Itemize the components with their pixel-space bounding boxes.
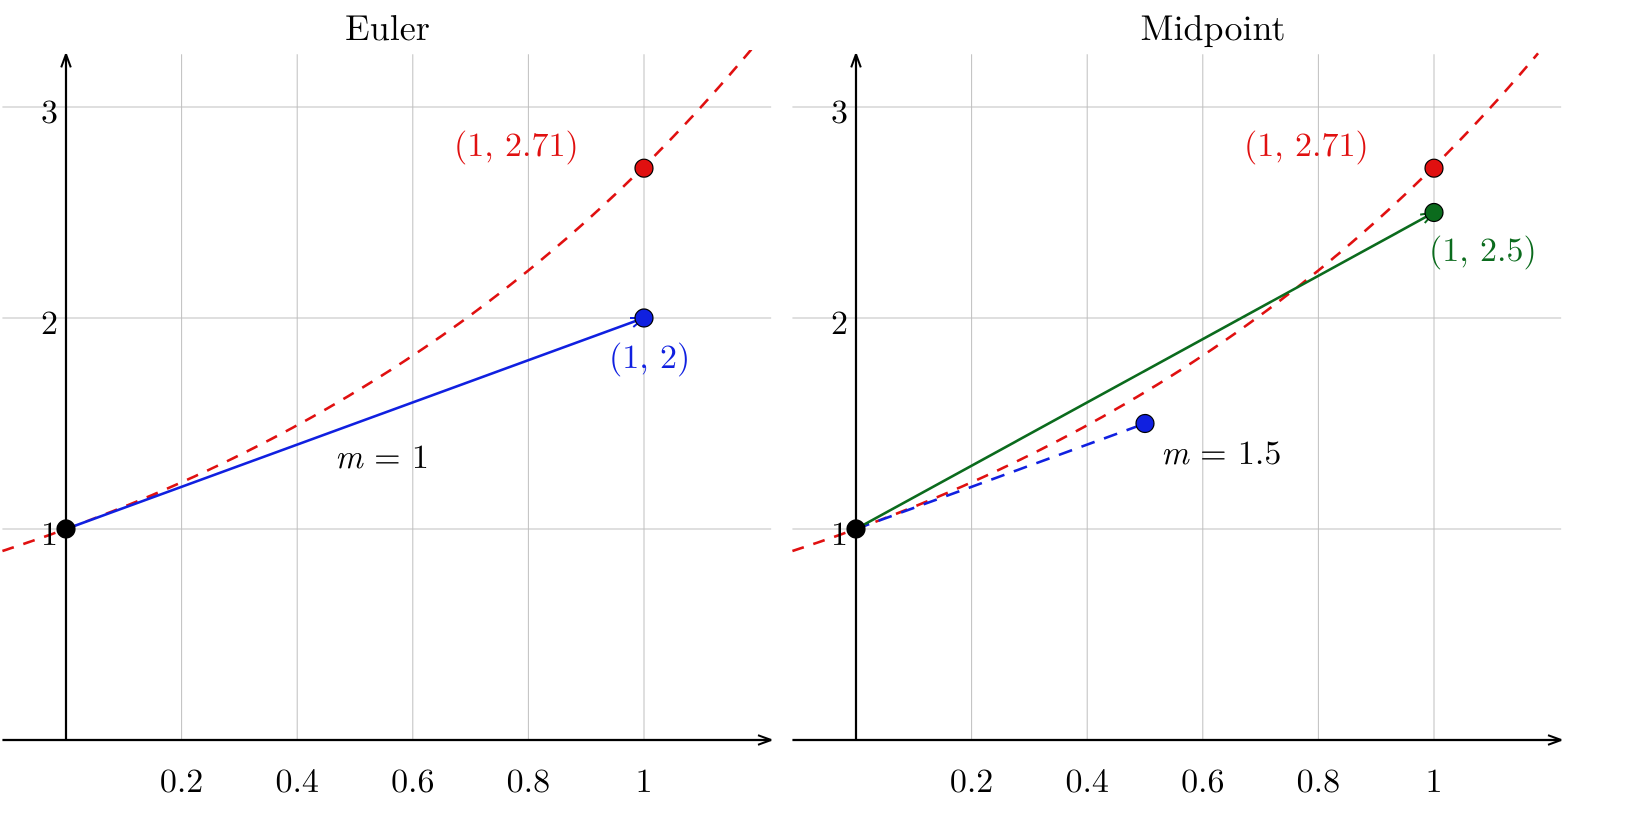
ytick-label: 3 [808, 85, 848, 133]
ytick-label: 1 [18, 507, 58, 555]
midpoint-label: (1, 2.5) [1429, 223, 1537, 271]
exact-end-point [635, 159, 653, 177]
start-point [847, 520, 865, 538]
exact-label: (1, 2.71) [454, 118, 579, 166]
xtick-label: 0.6 [385, 754, 441, 802]
xtick-label: 0.2 [944, 754, 1000, 802]
midpoint-step [856, 214, 1430, 529]
ytick-label: 1 [808, 507, 848, 555]
half-step-point [1136, 415, 1154, 433]
panel-euler: Euler 0.2 0.4 0.6 0.8 1 1 2 3 (1, 2.71) (1, 2) m = … [0, 0, 775, 827]
xtick-label: 0.4 [269, 754, 325, 802]
start-point [57, 520, 75, 538]
slope-label: m = 1.5 [1161, 426, 1281, 474]
midpoint-end-point [1425, 204, 1443, 222]
ytick-label: 2 [808, 296, 848, 344]
euler-end-point [635, 309, 653, 327]
xtick-label: 0.8 [500, 754, 556, 802]
panel-title-midpoint: Midpoint [790, 0, 1636, 51]
xtick-label: 1 [616, 754, 672, 802]
xtick-label: 0.6 [1175, 754, 1231, 802]
exact-end-point [1425, 159, 1443, 177]
plot-euler [0, 50, 775, 770]
xtick-label: 0.2 [154, 754, 210, 802]
panel-title-euler: Euler [0, 0, 775, 51]
plot-midpoint [790, 50, 1636, 770]
slope-label: m = 1 [335, 430, 429, 478]
exact-label: (1, 2.71) [1244, 118, 1369, 166]
panel-midpoint: Midpoint 0.2 0.4 0.6 0.8 1 1 2 3 (1, 2.71) (1, 2.5… [790, 0, 1636, 827]
exact-exp [792, 53, 1538, 551]
euler-label: (1, 2) [609, 330, 690, 378]
xtick-label: 0.4 [1059, 754, 1115, 802]
ytick-label: 2 [18, 296, 58, 344]
xtick-label: 0.8 [1290, 754, 1346, 802]
ytick-label: 3 [18, 85, 58, 133]
xtick-label: 1 [1406, 754, 1462, 802]
euler-step [66, 319, 640, 529]
